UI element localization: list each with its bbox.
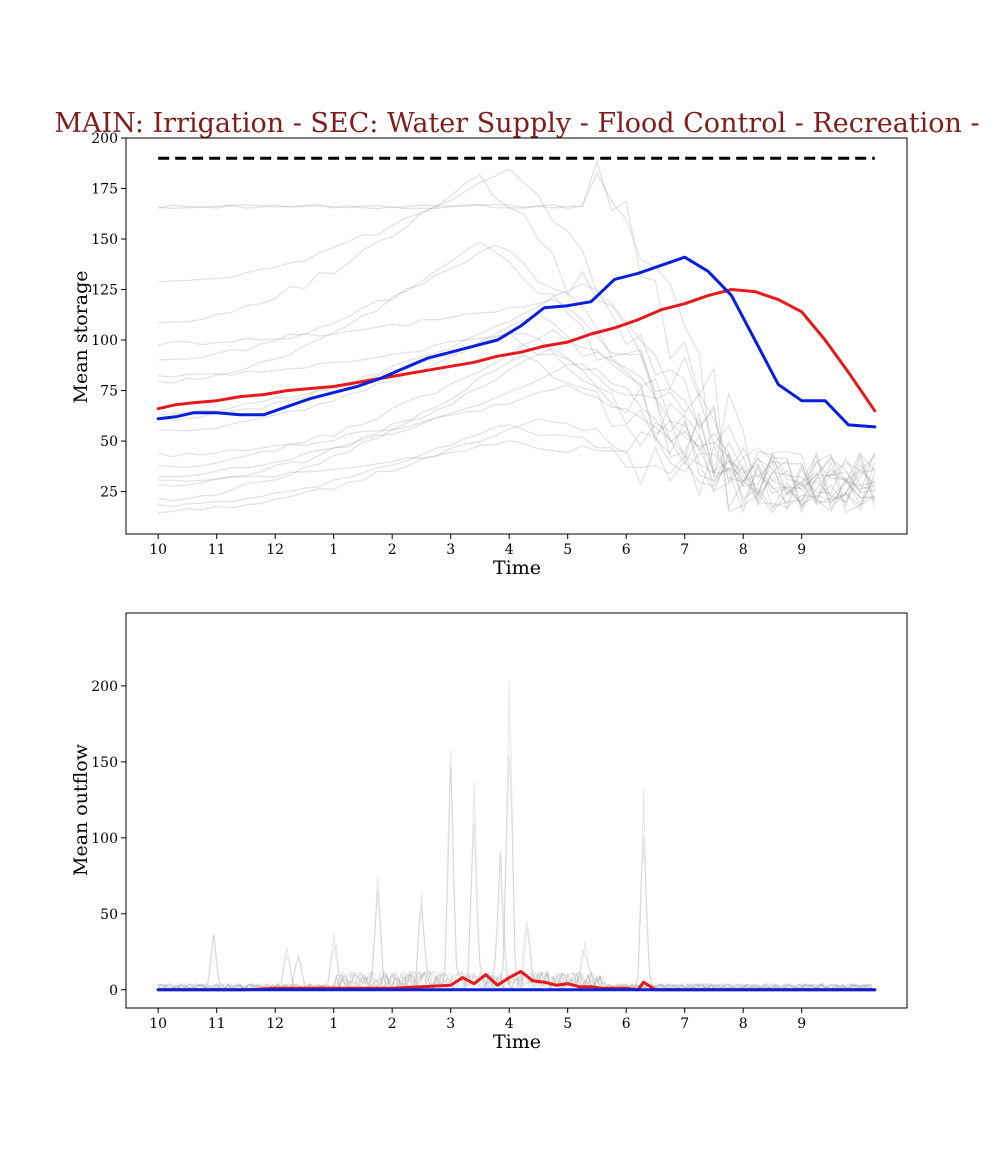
storage-y-axis-label: Mean storage xyxy=(70,271,92,404)
y-tick-label: 100 xyxy=(91,333,118,349)
y-tick-label: 200 xyxy=(91,679,118,695)
x-tick-label: 6 xyxy=(622,542,631,558)
storage-red-series-line xyxy=(156,288,877,413)
storage-background-trace xyxy=(158,347,875,498)
x-tick-label: 5 xyxy=(563,1016,572,1032)
outflow-series-group xyxy=(156,970,877,992)
storage-background-trace xyxy=(158,354,876,514)
x-tick-label: 5 xyxy=(563,542,572,558)
y-tick-label: 50 xyxy=(100,434,118,450)
x-tick-label: 7 xyxy=(680,1016,689,1032)
outflow-background-trace xyxy=(158,750,873,992)
y-tick-label: 200 xyxy=(91,131,118,147)
x-tick-label: 3 xyxy=(446,542,455,558)
y-tick-label: 50 xyxy=(100,907,118,923)
storage-background-trace xyxy=(158,384,876,514)
x-tick-label: 10 xyxy=(149,542,167,558)
storage-background-trace xyxy=(158,363,876,506)
y-tick-label: 75 xyxy=(100,384,118,400)
storage-background-trace xyxy=(158,332,876,512)
x-tick-label: 11 xyxy=(208,1016,226,1032)
storage-x-axis: 10 11 12 1 2 3 4 5 6 7 8 9 xyxy=(149,534,806,558)
x-tick-label: 11 xyxy=(208,542,226,558)
y-tick-label: 0 xyxy=(109,983,118,999)
outflow-x-axis: 10 11 12 1 2 3 4 5 6 7 8 9 xyxy=(149,1008,806,1032)
chart-title: MAIN: Irrigation - SEC: Water Supply - F… xyxy=(54,108,979,139)
x-tick-label: 8 xyxy=(739,1016,748,1032)
storage-background-trace xyxy=(158,241,875,511)
outflow-x-axis-label: Time xyxy=(493,1031,541,1053)
y-tick-label: 150 xyxy=(91,232,118,248)
y-tick-label: 125 xyxy=(91,283,118,299)
storage-plot-frame xyxy=(125,137,908,535)
y-tick-label: 100 xyxy=(91,831,118,847)
outflow-background-trace xyxy=(157,852,873,992)
x-tick-label: 9 xyxy=(797,1016,806,1032)
y-tick-label: 150 xyxy=(91,755,118,771)
storage-background-trace xyxy=(158,424,875,511)
outflow-y-axis: 0 50 100 150 200 xyxy=(91,679,126,999)
outflow-background-trace xyxy=(157,764,872,991)
storage-y-axis: 25 50 75 100 125 150 175 200 xyxy=(91,131,126,501)
x-tick-label: 12 xyxy=(266,542,284,558)
storage-x-axis-label: Time xyxy=(493,557,541,579)
x-tick-label: 9 xyxy=(797,542,806,558)
storage-background-trace xyxy=(158,159,875,513)
storage-background-trace xyxy=(158,283,876,511)
x-tick-label: 2 xyxy=(388,542,397,558)
storage-background-trace xyxy=(158,298,876,495)
storage-blue-series-line xyxy=(156,255,877,429)
outflow-background-trace xyxy=(158,755,872,992)
storage-background-trace xyxy=(158,244,876,508)
outflow-y-axis-label: Mean outflow xyxy=(70,743,92,876)
outflow-background-trace xyxy=(157,850,873,992)
x-tick-label: 1 xyxy=(329,542,338,558)
storage-background-trace xyxy=(158,328,876,509)
y-tick-label: 175 xyxy=(91,182,118,198)
x-tick-label: 10 xyxy=(149,1016,167,1032)
storage-background-trace xyxy=(158,313,875,506)
storage-series-group xyxy=(156,255,877,429)
storage-background-trace xyxy=(158,168,876,514)
x-tick-label: 8 xyxy=(739,542,748,558)
y-tick-label: 25 xyxy=(100,485,118,501)
outflow-background-traces xyxy=(157,683,873,992)
x-tick-label: 1 xyxy=(329,1016,338,1032)
storage-background-trace xyxy=(158,171,876,514)
outflow-background-trace xyxy=(157,782,873,992)
x-tick-label: 12 xyxy=(266,1016,284,1032)
x-tick-label: 4 xyxy=(505,1016,514,1032)
x-tick-label: 2 xyxy=(388,1016,397,1032)
outflow-plot-frame xyxy=(125,612,908,1009)
storage-background-trace xyxy=(158,418,876,514)
storage-background-trace xyxy=(158,174,876,506)
x-tick-label: 7 xyxy=(680,542,689,558)
x-tick-label: 3 xyxy=(446,1016,455,1032)
x-tick-label: 6 xyxy=(622,1016,631,1032)
storage-background-trace xyxy=(158,440,876,503)
storage-background-trace xyxy=(158,332,875,505)
storage-background-traces xyxy=(158,159,876,514)
x-tick-label: 4 xyxy=(505,542,514,558)
